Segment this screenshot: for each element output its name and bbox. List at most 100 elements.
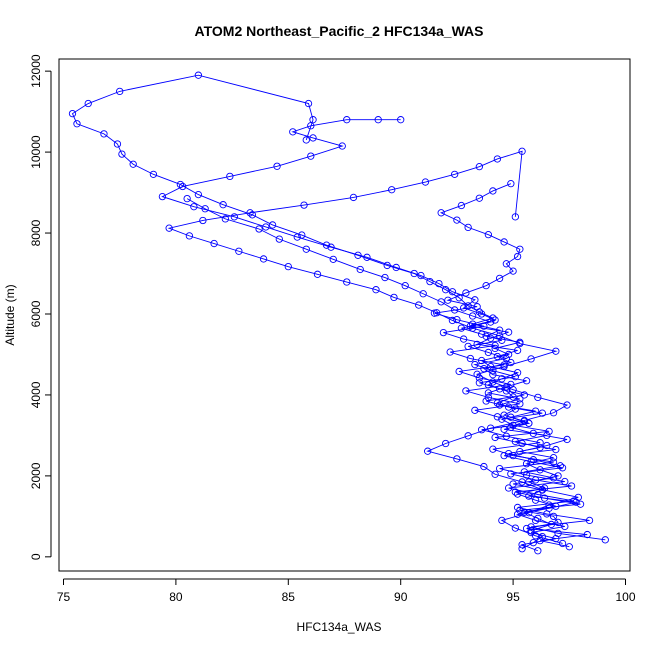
data-point (504, 403, 513, 411)
data-point (538, 409, 546, 417)
data-point (493, 413, 502, 421)
data-point (486, 424, 495, 432)
data-point (226, 172, 234, 181)
data-point (275, 235, 283, 243)
plot-frame (58, 58, 631, 572)
data-point (540, 484, 549, 492)
data-point (149, 170, 158, 179)
data-point (520, 391, 528, 399)
data-point (73, 120, 81, 128)
data-point (219, 201, 227, 209)
series-3 (183, 194, 591, 551)
data-point (464, 223, 472, 232)
data-point (190, 203, 198, 211)
data-point (468, 324, 477, 332)
data-point (502, 260, 511, 268)
data-point (158, 192, 167, 201)
data-point (522, 377, 531, 385)
series-4 (430, 180, 609, 544)
data-point (516, 400, 524, 408)
series-line (167, 150, 579, 544)
data-point (500, 425, 508, 433)
data-point (507, 358, 515, 367)
data-point (507, 470, 515, 478)
data-point (421, 178, 430, 186)
data-point (84, 99, 92, 108)
data-point (466, 354, 475, 363)
data-point (302, 245, 310, 253)
data-point (561, 477, 569, 486)
data-point (221, 215, 230, 223)
data-point (201, 205, 209, 213)
y-axis: 0 2000 4000 6000 8000 10000 12000 (29, 54, 52, 560)
x-tick-label: 100 (615, 590, 635, 604)
data-point (489, 187, 497, 195)
data-point (433, 309, 441, 317)
y-tick-label: 12000 (29, 54, 43, 88)
data-point (235, 247, 243, 255)
data-point (525, 509, 533, 517)
data-point (601, 536, 609, 544)
y-tick-label: 8000 (29, 219, 43, 246)
x-tick-label: 95 (506, 590, 520, 604)
data-point (495, 332, 504, 340)
data-point (480, 322, 488, 330)
data-point (300, 201, 308, 209)
data-point (484, 231, 493, 239)
data-point (543, 510, 551, 518)
data-point (518, 545, 526, 553)
data-point (475, 374, 484, 382)
data-point (518, 147, 526, 155)
data-point (486, 318, 495, 326)
data-point (495, 464, 504, 473)
data-point (513, 490, 522, 498)
data-point (343, 116, 351, 124)
data-point (520, 416, 528, 425)
data-point (329, 255, 337, 263)
data-point (462, 289, 470, 297)
data-point (450, 170, 459, 179)
data-point (165, 224, 173, 232)
data-point (453, 315, 461, 324)
data-point (489, 371, 497, 379)
data-point (518, 541, 526, 549)
data-point (113, 140, 122, 148)
data-point (129, 160, 137, 168)
data-point (531, 532, 540, 540)
data-point (502, 354, 511, 363)
data-point (489, 378, 497, 386)
data-point (549, 454, 558, 462)
data-point (554, 518, 562, 527)
data-point (457, 324, 466, 332)
x-tick-label: 80 (169, 590, 183, 604)
data-point (484, 348, 493, 357)
data-point (491, 433, 499, 442)
data-point (381, 273, 389, 282)
data-point (531, 516, 540, 525)
data-point (194, 190, 203, 199)
data-point (563, 401, 571, 409)
series-line (71, 74, 568, 550)
data-point (248, 211, 256, 219)
data-point (522, 471, 531, 479)
data-point (504, 484, 513, 492)
data-point (475, 194, 484, 202)
data-point (500, 238, 508, 246)
data-point (574, 493, 582, 501)
data-point (437, 209, 445, 217)
data-point (397, 116, 405, 124)
data-point (338, 142, 346, 150)
data-point (491, 470, 499, 478)
data-point (585, 516, 594, 525)
data-point (491, 341, 499, 350)
data-point (444, 296, 452, 304)
data-point (374, 116, 382, 124)
data-point (518, 478, 526, 486)
y-axis-label: Altitude (m) (3, 284, 17, 345)
data-point (498, 516, 506, 525)
data-point (284, 262, 292, 271)
data-point (513, 503, 522, 512)
x-tick-label: 85 (282, 590, 296, 604)
data-point (356, 265, 364, 274)
